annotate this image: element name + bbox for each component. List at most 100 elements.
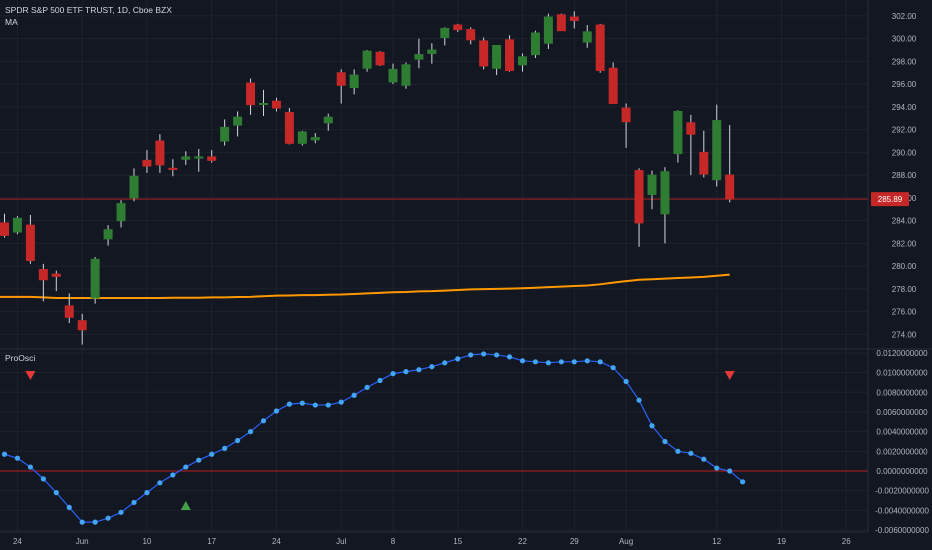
candle-down[interactable] [142,150,152,173]
candle-down[interactable] [207,150,217,163]
candle-up[interactable] [660,167,670,244]
candle-up[interactable] [362,50,372,72]
osc-tick-label: 0.0020000000 [876,447,928,456]
candle-down[interactable] [155,134,165,173]
candle-down[interactable] [621,103,631,148]
candle-down[interactable] [466,27,476,45]
candle-up[interactable] [181,151,191,165]
osc-point [584,358,590,364]
candle-up[interactable] [388,63,398,85]
candle-down[interactable] [686,114,696,176]
candle-down[interactable] [51,270,61,292]
candle-down[interactable] [77,313,87,345]
osc-point [157,480,163,486]
candle-up[interactable] [414,38,424,69]
candle-up[interactable] [440,27,450,46]
candle-up[interactable] [349,69,359,95]
candle-up[interactable] [323,113,333,131]
candle-down[interactable] [284,108,294,145]
oscillator-label[interactable]: ProOsci [5,353,35,363]
candle-body [64,305,74,318]
candle-down[interactable] [569,11,579,29]
buy-signal-marker [180,501,191,510]
candle-up[interactable] [297,130,307,146]
candle-body [142,159,152,167]
candle-up[interactable] [116,200,126,228]
candle-down[interactable] [246,78,256,115]
x-tick-label: Jun [76,537,89,546]
candle-down[interactable] [25,214,35,264]
candle-up[interactable] [530,30,540,58]
candles[interactable] [0,11,735,345]
candle-up[interactable] [427,43,437,64]
candle-body [51,273,61,277]
candle-down[interactable] [725,125,735,203]
price-tick-label: 288.00 [892,171,917,180]
candle-down[interactable] [608,62,618,104]
candle-up[interactable] [12,216,22,235]
osc-point [403,369,409,375]
candle-up[interactable] [194,148,204,172]
candle-down[interactable] [38,263,48,302]
candle-up[interactable] [310,133,320,144]
x-tick-label: 29 [570,537,579,546]
candle-down[interactable] [505,35,515,72]
candle-up[interactable] [582,25,592,48]
candle-up[interactable] [647,170,657,210]
candle-up[interactable] [518,53,527,72]
osc-point [364,384,370,390]
candle-down[interactable] [271,97,281,112]
candle-up[interactable] [712,104,722,187]
candle-down[interactable] [168,159,178,177]
candle-up[interactable] [90,257,100,304]
candle-body [673,110,683,155]
osc-tick-label: -0.0040000000 [875,506,929,515]
candle-body [155,140,165,166]
candle-up[interactable] [401,62,411,89]
candle-body [375,51,385,66]
osc-point [183,464,189,470]
price-tick-label: 280.00 [892,262,917,271]
osc-tick-label: 0.0040000000 [876,428,928,437]
osc-tick-label: 0.0060000000 [876,408,928,417]
candle-down[interactable] [64,293,74,323]
candle-up[interactable] [673,110,683,163]
candle-down[interactable] [375,51,385,66]
candle-down[interactable] [699,130,709,178]
candle-body [712,120,722,181]
candle-down[interactable] [634,168,644,247]
candle-down[interactable] [479,37,489,70]
price-tick-label: 282.00 [892,239,917,248]
candle-body [582,31,592,43]
candle-down[interactable] [336,69,346,104]
candle-body [621,107,631,123]
candle-body [297,131,307,144]
osc-point [312,402,318,408]
sell-signal-marker [25,371,36,380]
osc-point [338,399,344,405]
candle-down[interactable] [0,213,9,238]
chart-title: SPDR S&P 500 ETF TRUST, 1D, Cboe BZX [5,5,172,15]
candle-up[interactable] [220,119,230,146]
candle-body [686,122,696,135]
candle-down[interactable] [556,13,566,32]
price-tick-label: 300.00 [892,35,917,44]
candle-down[interactable] [453,23,463,32]
oscillator [0,351,868,525]
candle-down[interactable] [595,23,605,73]
candle-up[interactable] [233,111,243,137]
candle-up[interactable] [129,168,139,202]
candle-up[interactable] [543,13,553,49]
osc-point [260,418,267,424]
candle-up[interactable] [103,225,113,246]
candle-body [466,29,476,41]
osc-point [222,445,228,451]
candle-up[interactable] [492,44,502,76]
osc-point [325,402,331,408]
x-tick-label: Aug [619,537,633,546]
price-tick-label: 296.00 [892,80,917,89]
ma-label[interactable]: MA [5,17,18,27]
candle-up[interactable] [259,89,268,116]
